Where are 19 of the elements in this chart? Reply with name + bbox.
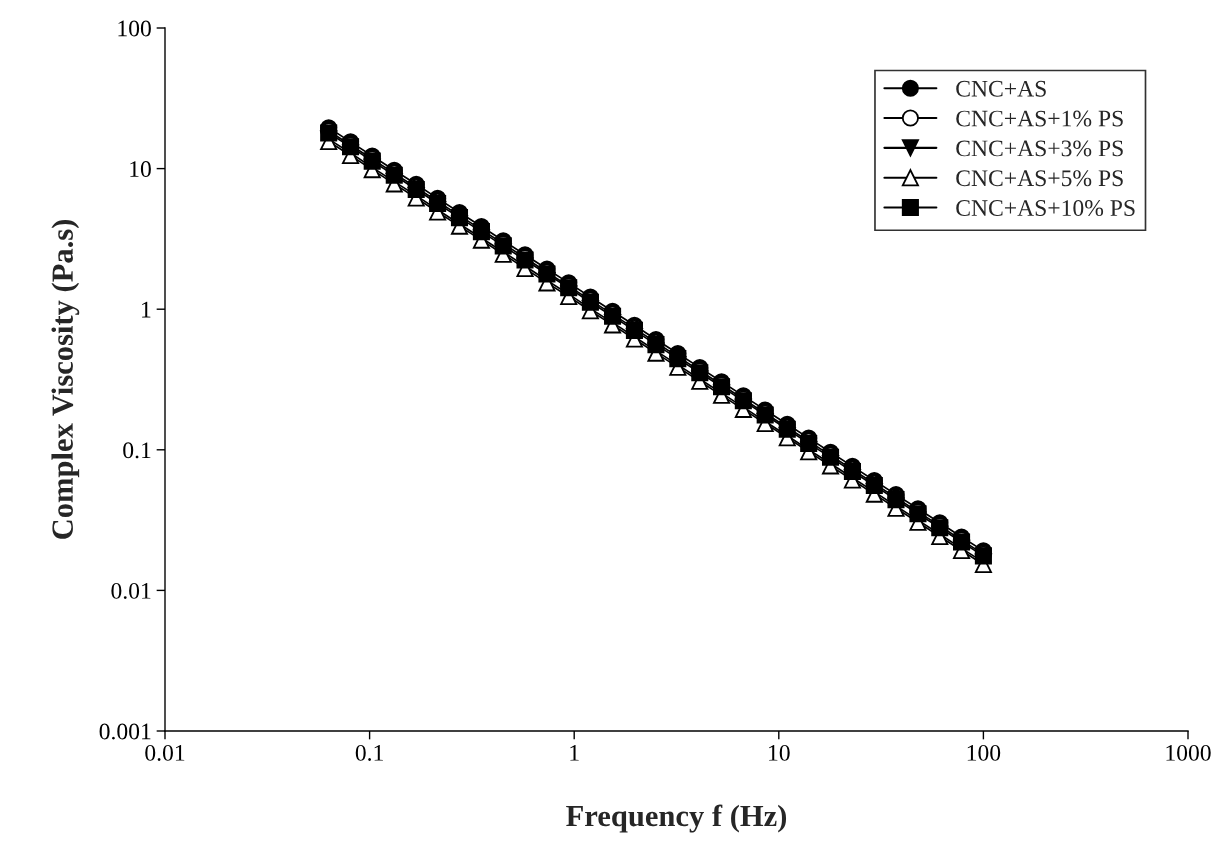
legend-label: CNC+AS <box>956 80 1046 97</box>
x-axis-title: Frequency f (Hz) <box>566 804 787 833</box>
x-tick-label: 0.01 <box>145 744 185 761</box>
x-tick-label: 10 <box>769 744 790 761</box>
legend-label: CNC+AS+5% PS <box>956 170 1123 187</box>
legend-label: CNC+AS+3% PS <box>956 140 1123 157</box>
legend-label: CNC+AS+1% PS <box>956 110 1123 127</box>
legend-label: CNC+AS+10% PS <box>956 200 1135 217</box>
y-tick-label: 0.001 <box>99 723 151 740</box>
y-tick-label: 10 <box>130 161 151 178</box>
x-tick-label: 100 <box>967 744 1001 761</box>
y-tick-label: 1 <box>142 301 151 318</box>
y-axis-title: Complex Viscosity (Pa.s) <box>51 220 80 539</box>
y-tick-label: 0.01 <box>111 582 151 599</box>
y-tick-label: 0.1 <box>123 442 151 459</box>
x-tick-label: 1000 <box>1166 744 1211 761</box>
x-tick-label: 1 <box>570 744 579 761</box>
y-tick-label: 100 <box>118 20 151 37</box>
x-tick-label: 0.1 <box>355 744 383 761</box>
